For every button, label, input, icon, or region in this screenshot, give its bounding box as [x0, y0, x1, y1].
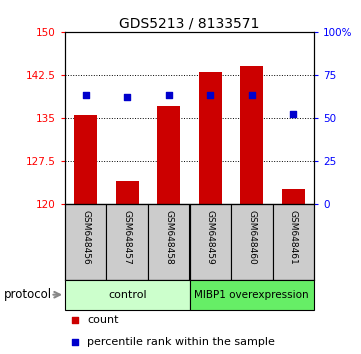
Text: GSM648458: GSM648458 — [164, 210, 173, 264]
Point — [207, 92, 213, 98]
Bar — [231, 204, 273, 280]
Point — [72, 339, 78, 345]
Text: GSM648461: GSM648461 — [289, 210, 298, 264]
Text: control: control — [108, 290, 147, 300]
Point — [166, 92, 172, 98]
Text: protocol: protocol — [4, 288, 52, 301]
Bar — [106, 204, 148, 280]
Point — [72, 317, 78, 323]
Bar — [273, 204, 314, 280]
Point — [83, 92, 89, 98]
Point — [290, 112, 296, 117]
Text: GSM648456: GSM648456 — [81, 210, 90, 264]
Bar — [65, 204, 106, 280]
Point — [249, 92, 255, 98]
Bar — [157, 106, 180, 204]
Title: GDS5213 / 8133571: GDS5213 / 8133571 — [119, 17, 260, 31]
Text: MIBP1 overexpression: MIBP1 overexpression — [195, 290, 309, 300]
Text: GSM648459: GSM648459 — [206, 210, 215, 264]
Bar — [282, 189, 305, 204]
Bar — [240, 66, 263, 204]
Text: GSM648457: GSM648457 — [123, 210, 132, 264]
Text: GSM648460: GSM648460 — [247, 210, 256, 264]
Point — [124, 94, 130, 100]
Bar — [65, 280, 190, 310]
Text: percentile rank within the sample: percentile rank within the sample — [87, 337, 275, 347]
Bar — [74, 115, 97, 204]
Bar — [190, 280, 314, 310]
Bar — [199, 72, 222, 204]
Bar — [190, 204, 231, 280]
Bar — [148, 204, 190, 280]
Bar — [116, 181, 139, 204]
Text: count: count — [87, 315, 119, 325]
